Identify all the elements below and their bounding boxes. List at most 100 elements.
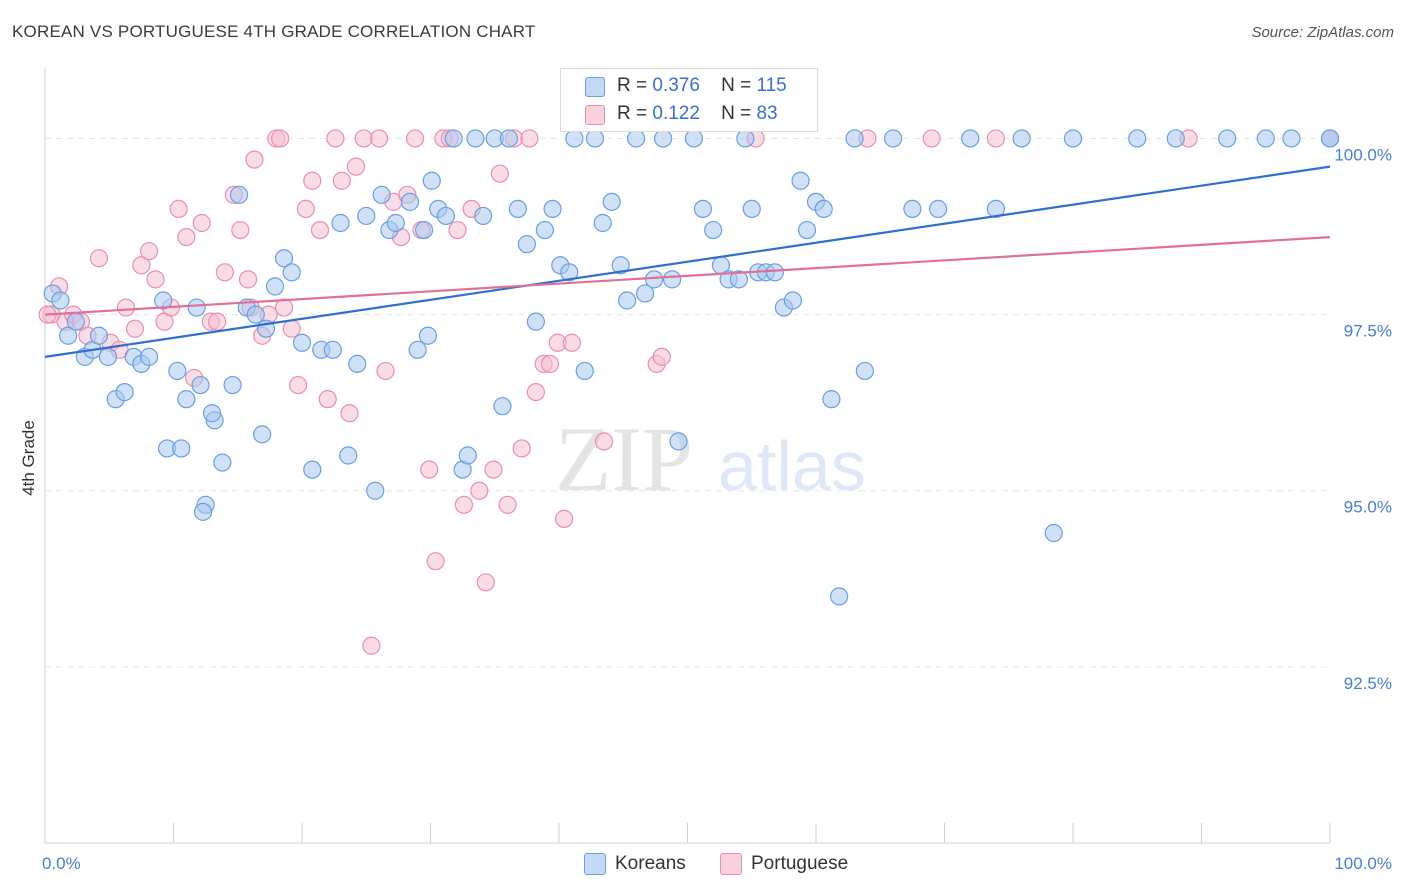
korean-point-12	[139, 347, 159, 366]
korean-point-73	[684, 129, 704, 148]
watermark-atlas: atlas	[718, 427, 866, 505]
portuguese-point-37	[326, 129, 345, 148]
korean-point-49	[474, 206, 493, 226]
portuguese-point-24	[231, 220, 250, 240]
korean-point-13	[154, 291, 173, 310]
portuguese-point-41	[354, 129, 373, 148]
korean-point-75	[704, 220, 723, 240]
axes	[44, 68, 1331, 844]
korean-point-36	[372, 185, 391, 204]
portuguese-point-59	[484, 460, 503, 479]
korean-point-108	[187, 298, 206, 317]
korean-point-100	[1044, 523, 1063, 543]
portuguese-point-40	[346, 157, 366, 176]
x-tick-label-min: 0.0%	[42, 854, 81, 873]
portuguese-point-54	[448, 220, 467, 240]
korean-point-39	[400, 192, 420, 211]
portuguese-point-43	[370, 129, 389, 148]
korean-point-22	[246, 305, 265, 324]
korean-point-70	[653, 129, 673, 148]
korean-point-31	[331, 213, 350, 233]
korean-point-92	[845, 129, 864, 148]
korean-point-86	[791, 171, 810, 190]
korean-point-24	[265, 277, 285, 296]
portuguese-point-39	[340, 404, 359, 423]
portuguese-point-58	[476, 573, 495, 592]
korean-point-63	[593, 213, 612, 233]
korean-point-80	[742, 199, 761, 219]
korean-point-57	[543, 199, 562, 219]
korean-point-41	[414, 220, 434, 240]
korean-point-109	[202, 404, 222, 423]
korean-point-59	[560, 263, 579, 282]
korean-point-111	[172, 439, 191, 458]
korean-point-116	[1320, 129, 1340, 148]
series-label-koreans: Koreans	[615, 853, 686, 874]
korean-point-28	[303, 460, 322, 479]
korean-point-74	[693, 199, 713, 219]
korean-point-101	[1063, 129, 1083, 148]
korean-point-47	[458, 446, 477, 465]
portuguese-trend-line	[44, 235, 1331, 316]
portuguese-point-22	[215, 263, 234, 282]
trend-lines	[44, 165, 1331, 358]
portuguese-point-11	[132, 256, 151, 275]
korean-point-79	[736, 129, 755, 148]
korean-point-30	[323, 340, 342, 359]
korean-point-26	[282, 263, 301, 282]
korean-point-71	[662, 270, 682, 289]
korean-point-34	[357, 206, 376, 226]
korean-trend-line	[44, 165, 1331, 358]
portuguese-point-38	[332, 171, 351, 190]
korean-point-93	[855, 361, 874, 381]
portuguese-point-17	[177, 227, 196, 247]
portuguese-point-13	[146, 270, 165, 289]
korean-point-60	[565, 129, 584, 148]
portuguese-point-69	[555, 509, 574, 529]
korean-point-56	[535, 220, 554, 240]
zipatlas-watermark: ZIP atlas	[555, 408, 866, 510]
portuguese-point-71	[594, 432, 614, 451]
korean-point-90	[822, 390, 841, 409]
korean-point-6	[89, 326, 109, 345]
portuguese-point-42	[362, 636, 381, 655]
portuguese-point-32	[289, 375, 308, 395]
portuguese-point-44	[376, 361, 395, 381]
y-axis-title: 4th Grade	[19, 420, 38, 496]
legend-r-value-portuguese: 0.122	[652, 103, 700, 124]
series-swatch-portuguese	[720, 853, 742, 875]
korean-point-66	[618, 291, 637, 310]
chart-title: KOREAN VS PORTUGUESE 4TH GRADE CORRELATI…	[12, 22, 536, 41]
portuguese-point-36	[318, 390, 337, 409]
legend-r-value-koreans: 0.376	[652, 75, 700, 96]
korean-point-18	[213, 453, 232, 472]
korean-point-40	[408, 340, 427, 359]
korean-point-25	[274, 249, 294, 268]
korean-point-38	[386, 213, 405, 233]
portuguese-point-21	[208, 312, 227, 331]
portuguese-point-34	[303, 171, 322, 190]
korean-point-64	[602, 192, 621, 211]
legend-r-label: R =	[617, 103, 648, 124]
portuguese-point-16	[169, 199, 188, 219]
korean-point-2	[59, 326, 78, 345]
korean-point-105	[1256, 129, 1275, 148]
korean-point-97	[961, 129, 980, 148]
korean-point-19	[223, 375, 242, 395]
portuguese-point-61	[498, 495, 517, 514]
korean-point-42	[422, 171, 441, 190]
korean-point-61	[575, 361, 594, 381]
korean-point-54	[517, 235, 536, 254]
korean-point-69	[644, 270, 664, 289]
portuguese-point-57	[470, 481, 489, 500]
korean-point-91	[830, 587, 849, 606]
korean-point-32	[339, 446, 358, 465]
y-tick-label-3: 92.5%	[1344, 674, 1392, 693]
legend-swatch-portuguese	[585, 105, 605, 125]
source-label: Source: ZipAtlas.com	[1251, 24, 1394, 41]
korean-point-99	[1012, 129, 1031, 148]
korean-point-9	[115, 382, 134, 402]
korean-point-94	[883, 129, 903, 148]
portuguese-point-6	[89, 249, 109, 268]
